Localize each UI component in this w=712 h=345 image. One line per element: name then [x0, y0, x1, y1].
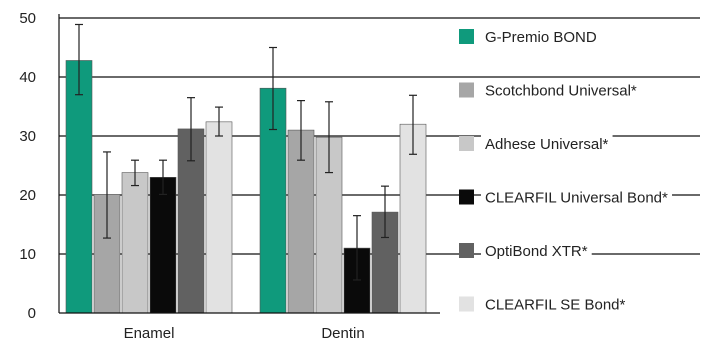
y-tick-label: 20: [19, 187, 36, 204]
x-tick-label: Enamel: [124, 325, 175, 342]
legend-label: Adhese Universal*: [485, 136, 609, 153]
legend-label: OptiBond XTR*: [485, 243, 588, 260]
bar: [121, 172, 149, 314]
legend-swatch: [459, 296, 474, 312]
y-axis: 0 10 20 30 40 50: [19, 10, 60, 322]
legend: G-Premio BOND Scotchbond Universal* Adhese…: [459, 28, 673, 315]
legend-swatch: [459, 136, 474, 151]
legend-label: CLEARFIL Universal Bond*: [485, 190, 668, 207]
y-tick-label: 30: [19, 128, 36, 145]
x-tick-label: Dentin: [321, 325, 364, 342]
y-tick-label: 50: [19, 10, 36, 27]
bar: [399, 123, 427, 314]
y-tick-label: 10: [19, 246, 36, 263]
legend-label: CLEARFIL SE Bond*: [485, 297, 626, 314]
legend-label-backing: [481, 28, 601, 47]
x-axis: Enamel Dentin: [59, 312, 440, 342]
legend-label-backing: [481, 81, 641, 101]
y-tick-label: 40: [19, 69, 36, 86]
legend-swatch: [459, 29, 474, 44]
bar: [205, 121, 233, 314]
y-tick-label: 0: [28, 305, 36, 322]
legend-swatch: [459, 243, 474, 258]
bar: [149, 177, 177, 314]
legend-swatch: [459, 82, 474, 98]
legend-label-backing: [481, 135, 613, 154]
legend-label-backing: [481, 295, 630, 315]
bar: [65, 60, 93, 314]
legend-label: G-Premio BOND: [485, 29, 597, 46]
legend-label-backing: [481, 188, 673, 208]
error-bars: [75, 23, 417, 281]
legend-label: Scotchbond Universal*: [485, 83, 637, 100]
legend-label-backing: [481, 242, 592, 261]
bars: [65, 60, 427, 314]
legend-swatch: [459, 189, 474, 205]
